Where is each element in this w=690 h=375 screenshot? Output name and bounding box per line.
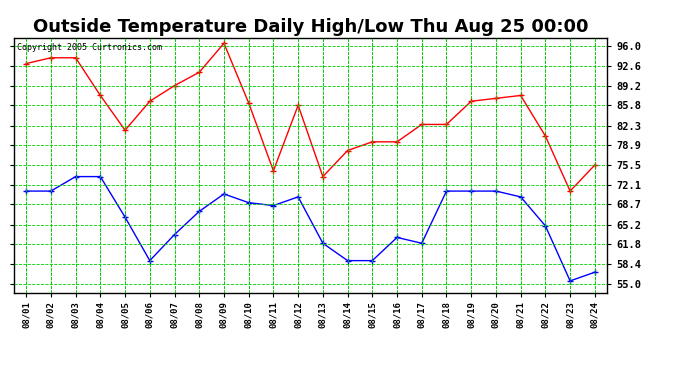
Text: Copyright 2005 Curtronics.com: Copyright 2005 Curtronics.com (17, 43, 161, 52)
Title: Outside Temperature Daily High/Low Thu Aug 25 00:00: Outside Temperature Daily High/Low Thu A… (32, 18, 589, 36)
